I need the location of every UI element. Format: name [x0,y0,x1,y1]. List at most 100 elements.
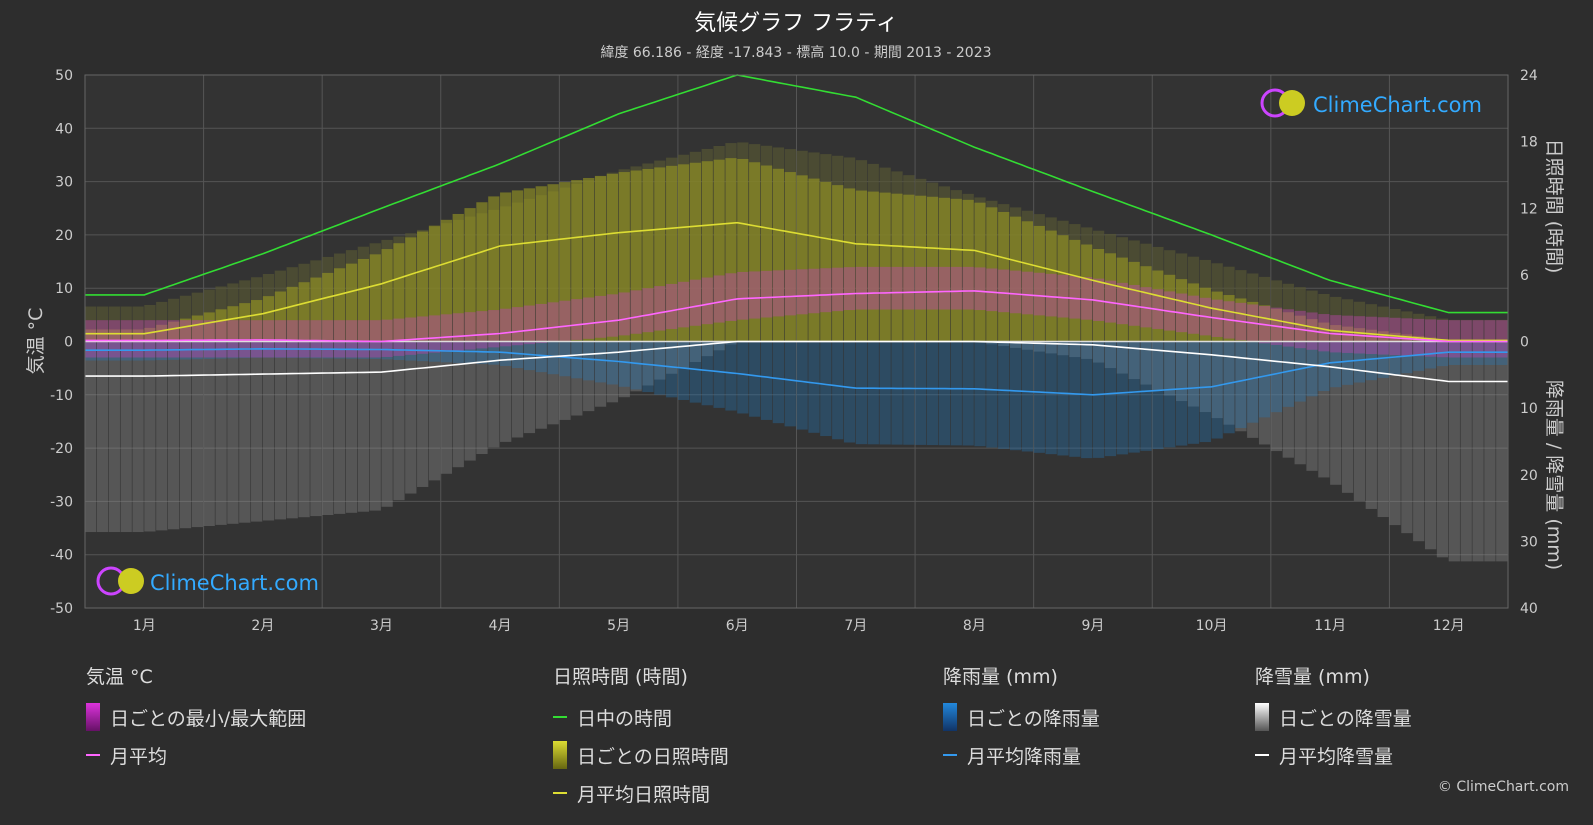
snow-bar [1116,341,1128,374]
temperature-range-bar [559,300,571,341]
rain-bar [725,341,737,411]
snow-bar [1353,341,1366,501]
plot-area: 50 40 30 20 10 0 -10 -20 -30 -40 -50 24 18 12 6 0 10 20 30… [50,68,1538,634]
sunshine-bar [1021,221,1034,342]
sunshine-bar [1223,295,1235,342]
rain-bar [96,341,109,361]
sunshine-bar [262,296,275,342]
temperature-range-bar [132,320,144,358]
rain-bar [1341,341,1354,385]
temperature-range-bar [784,269,796,316]
rain-bar [500,341,512,366]
sunshine-bar [523,188,536,342]
snow-bar [535,341,547,429]
temperature-range-bar [156,320,168,358]
snow-bar [393,341,405,501]
rain-bar [1496,341,1508,365]
snow-bar [1235,341,1247,432]
sunshine-bar [606,173,619,342]
temperature-range-bar [405,317,417,355]
swatch [553,741,567,769]
sunshine-bar [322,272,334,342]
snow-bar [1413,341,1425,542]
rain-bar [511,341,524,369]
sunshine-bar [168,321,180,342]
sunshine-bar [594,175,607,342]
daylight-bar [120,306,132,342]
rain-bar [855,341,868,445]
x-tick-label: 10月 [1196,618,1228,634]
sunshine-bar [488,196,500,342]
legend-title: 気温 °C [86,666,153,688]
temperature-range-bar [1365,316,1377,355]
rain-bar [1294,341,1306,402]
snow-bar [1401,341,1413,534]
sunshine-bar [500,192,512,342]
sunshine-bar [725,158,737,342]
rain-bar [1389,341,1401,376]
rain-bar [464,341,476,364]
snow-bar [1092,341,1105,363]
rain-bar [1175,341,1188,446]
daylight-bar [156,301,168,342]
rain-bar [594,341,607,383]
temperature-range-bar [108,320,120,358]
rain-bar [772,341,785,424]
snow-bar [322,341,334,516]
y-right-top-axis-label: 日照時間 (時間) [1543,139,1565,274]
daylight-bar [1341,299,1354,342]
copyright: © ClimeChart.com [1437,779,1569,795]
rain-bar [1258,341,1271,418]
sunshine-bar [440,219,453,342]
snow-bar [108,341,120,533]
temperature-range-bar [179,320,192,358]
rain-bar [1045,341,1057,455]
swatch [553,792,567,794]
x-tick-label: 12月 [1433,618,1465,634]
sunshine-bar [666,165,678,342]
rain-bar [1009,341,1022,451]
sunshine-bar [357,258,369,342]
logo-sun-icon [118,568,144,594]
legend-item: 日ごとの降雪量 [1255,698,1412,736]
rain-bar [488,341,500,365]
rain-bar [1436,341,1449,367]
sunshine-bar [1164,274,1176,342]
sunshine-bar [310,277,322,342]
sunshine-bar [926,196,939,342]
temperature-range-bar [1377,317,1389,355]
logo-top: ClimeChart.com [1260,88,1482,118]
rain-bar [1211,341,1223,439]
legend-item: 日ごとの降雨量 [943,698,1100,736]
temperature-mean-line [85,290,1508,343]
sunshine-bar [334,268,346,342]
temperature-range-bar [974,267,986,311]
daylight-bar [1318,293,1330,342]
temperature-range-bar [239,320,251,358]
rain-bar [559,341,571,377]
snow-bar [547,341,559,425]
snow-bar [428,341,441,481]
x-tick-label: 5月 [607,618,630,634]
rain-bar [606,341,619,385]
sunshine-bar [843,188,856,342]
snow-bar [701,341,713,357]
rain-bar [1033,341,1045,453]
rain-bar [903,341,915,445]
daylight-bar [144,304,156,342]
sunshine-bar [274,291,286,342]
legend-item: 月平均降雪量 [1255,736,1412,774]
sunshine-bar [1092,248,1105,342]
sunshine-bar [120,329,132,342]
rain-bar [1187,341,1200,444]
rain-bar [583,341,595,381]
y-left-tick-label: -10 [50,388,73,404]
sunshine-bar [286,286,298,342]
sunshine-bar [464,208,476,342]
temperature-range-bar [488,310,500,348]
snow-bar [203,341,215,527]
sunshine-bar [713,159,725,342]
sunshine-bar [950,198,962,342]
y-right-bottom-axis-label: 降雨量 / 降雪量 (mm) [1543,380,1565,570]
rain-bar [654,341,666,395]
